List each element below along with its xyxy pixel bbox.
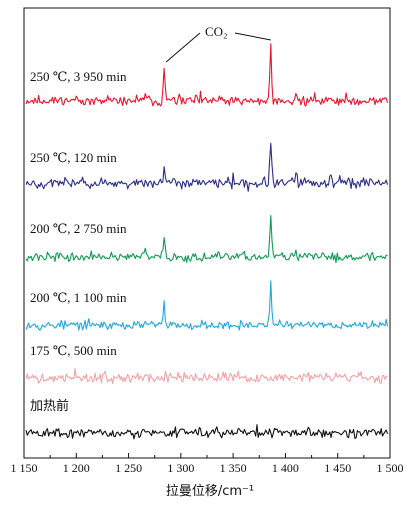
series-label-5: 175 ℃, 500 min [30,343,117,358]
series-line-2 [25,142,389,192]
series-label-3: 200 ℃, 2 750 min [30,221,127,236]
x-axis: 1 150 1 200 1 250 1 300 1 350 1 400 1 450 1 500 [11,453,404,475]
x-tick-label: 1 200 [63,461,90,475]
co2-annotation-label: CO₂ [205,24,228,39]
series-line-5 [25,367,388,385]
co2-annotation: CO₂ [165,24,271,63]
series-label-4: 200 ℃, 1 100 min [30,290,127,305]
series-label-2: 250 ℃, 120 min [30,150,117,165]
co2-leader-line-right [234,32,271,41]
series-line-3 [25,215,388,264]
series-line-4 [25,280,389,331]
x-tick-label: 1 150 [11,461,38,475]
series-line-1 [25,43,389,107]
x-tick-label: 1 450 [324,461,351,475]
x-tick-label: 1 400 [272,461,299,475]
series-labels: 250 ℃, 3 950 min 250 ℃, 120 min 200 ℃, 2 7… [30,69,127,413]
series-label-6: 加热前 [30,398,69,413]
x-axis-title: 拉曼位移/cm⁻¹ [166,484,254,499]
series-line-6 [25,424,389,440]
series-label-1: 250 ℃, 3 950 min [30,69,127,84]
co2-leader-line-left [165,32,201,63]
x-tick-label: 1 300 [167,461,194,475]
series-layer [25,43,389,440]
x-tick-label: 1 500 [377,461,404,475]
x-tick-label: 1 350 [220,461,247,475]
x-tick-label: 1 250 [115,461,142,475]
